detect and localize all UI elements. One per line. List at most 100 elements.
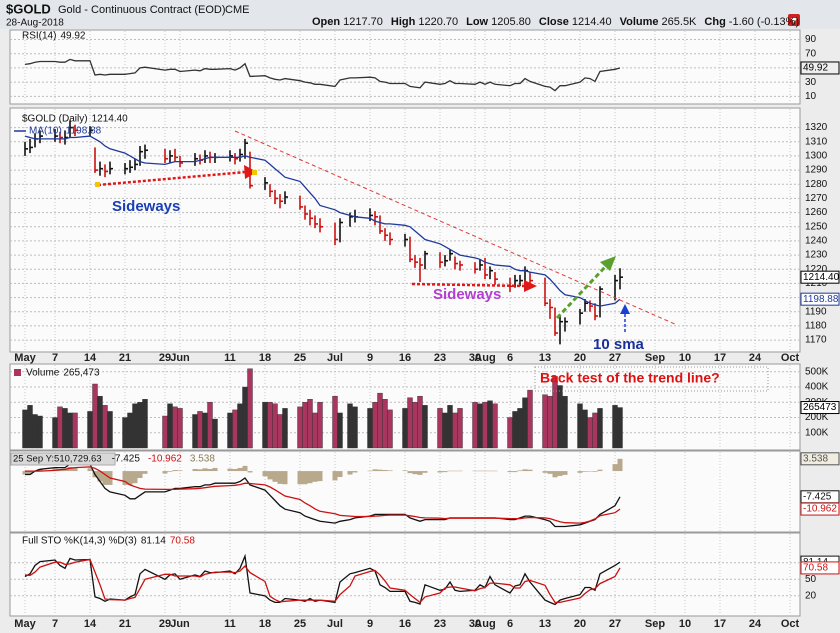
histogram-bar	[557, 471, 563, 476]
x-tick-label: 23	[434, 618, 446, 630]
volume-bar	[457, 408, 463, 449]
x-tick-label: 25	[294, 618, 306, 630]
y-tick-label: 1270	[805, 193, 828, 204]
volume-bar	[127, 412, 133, 449]
histogram-bar	[617, 458, 623, 472]
y-tick-label: 70	[805, 48, 817, 59]
plot-area: Open 1217.70 High 1220.70 Low 1205.80 Close 121…	[9, 16, 840, 630]
histogram-bar	[227, 468, 233, 472]
volume-bar	[172, 406, 178, 449]
x-tick-label: 9	[367, 618, 373, 630]
value-tag	[800, 270, 840, 284]
x-tick-label: 20	[574, 352, 586, 364]
histogram-bar	[142, 471, 148, 474]
histogram-bar	[377, 469, 383, 472]
volume-bar	[612, 405, 618, 449]
quote-value: 1220.70	[418, 16, 458, 28]
volume-bar	[177, 408, 183, 449]
arrow-head	[620, 304, 630, 314]
volume-bar	[522, 397, 528, 449]
annotation-text: 10 sma	[593, 336, 645, 353]
volume-bar	[162, 415, 168, 449]
histogram-bar	[597, 469, 603, 472]
histogram-bar	[67, 466, 73, 472]
y-tick-label: 10	[805, 91, 817, 102]
legend-value: 3.538	[190, 454, 215, 465]
legend-value: 81.14	[141, 536, 166, 547]
title: Gold - Continuous Contract (EOD)	[58, 4, 226, 16]
volume-bar	[302, 402, 308, 449]
volume-bar	[207, 402, 213, 449]
histogram-bar	[412, 471, 418, 475]
histogram-bar	[302, 471, 308, 485]
volume-bar	[57, 406, 63, 449]
y-tick-label: 90	[805, 34, 817, 45]
annotations: Sideways Sideways 10 sma Back test of th…	[95, 130, 769, 392]
histogram-bar	[337, 471, 343, 477]
y-tick-label: 30	[805, 77, 817, 88]
volume-bar	[62, 408, 68, 449]
x-tick-label: 25	[294, 352, 306, 364]
x-tick-label: 23	[434, 352, 446, 364]
volume-bar	[422, 405, 428, 449]
volume-bar	[202, 412, 208, 449]
x-tick-label: Sep	[645, 352, 665, 364]
annotation-text: Sideways	[433, 286, 501, 303]
panel-value: 49.92	[60, 31, 85, 42]
volume-bar	[577, 403, 583, 449]
volume-bar	[247, 368, 253, 449]
x-tick-label: 10	[679, 618, 691, 630]
value-tag-label: 265473	[803, 402, 837, 413]
x-tick-label: 11	[224, 618, 236, 630]
histogram-bar	[262, 471, 268, 477]
x-tick-label: 30	[469, 352, 481, 364]
histogram-bar	[27, 471, 33, 475]
volume-bar	[332, 395, 338, 449]
histogram-bar	[587, 471, 593, 472]
volume-bar	[592, 412, 598, 449]
volume-bar	[372, 402, 378, 449]
quote-value: 1217.70	[343, 16, 383, 28]
volume-bar	[377, 392, 383, 449]
y-tick-label: 100K	[805, 427, 829, 438]
y-tick-label: 1190	[805, 306, 827, 317]
histogram-bar	[512, 471, 518, 473]
histogram-bar	[232, 468, 238, 472]
volume-bar	[107, 411, 113, 449]
volume-bar	[132, 403, 138, 449]
panel-value: 265,473	[63, 368, 100, 379]
value-tag-label: 3.538	[803, 453, 828, 464]
histogram-bar	[312, 471, 318, 482]
alert-icon[interactable]	[788, 14, 800, 26]
volume-bar	[307, 399, 313, 449]
value-tag-label: 49.92	[803, 63, 828, 74]
x-tick-label: 14	[84, 352, 97, 364]
quote-value: 1205.80	[491, 16, 531, 28]
histogram-bar	[317, 471, 323, 482]
histogram-bar	[407, 471, 413, 474]
volume-bar	[212, 418, 218, 449]
x-tick-label: 16	[399, 352, 411, 364]
value-tag	[800, 401, 840, 415]
histogram-bar	[552, 471, 558, 478]
histogram-bar	[177, 470, 183, 472]
volume-bar	[437, 408, 443, 449]
histogram-bar	[197, 469, 203, 472]
histogram-bar	[122, 471, 128, 485]
x-tick-label: 30	[469, 618, 481, 630]
histogram-bar	[352, 471, 358, 473]
x-tick-label: Sep	[645, 618, 665, 630]
volume-bar	[547, 395, 553, 449]
y-tick-label: 1310	[805, 136, 828, 147]
volume-bar	[92, 383, 98, 449]
value-tag-label: 1198.88	[803, 294, 839, 305]
volume-bar	[227, 412, 233, 449]
volume-bar	[102, 405, 108, 449]
series-line	[24, 558, 621, 604]
y-tick-label: 1240	[805, 236, 828, 247]
x-tick-label: Aug	[474, 618, 495, 630]
histogram-bar	[282, 471, 288, 485]
histogram-bar	[212, 467, 218, 472]
x-tick-label: 21	[119, 618, 131, 630]
